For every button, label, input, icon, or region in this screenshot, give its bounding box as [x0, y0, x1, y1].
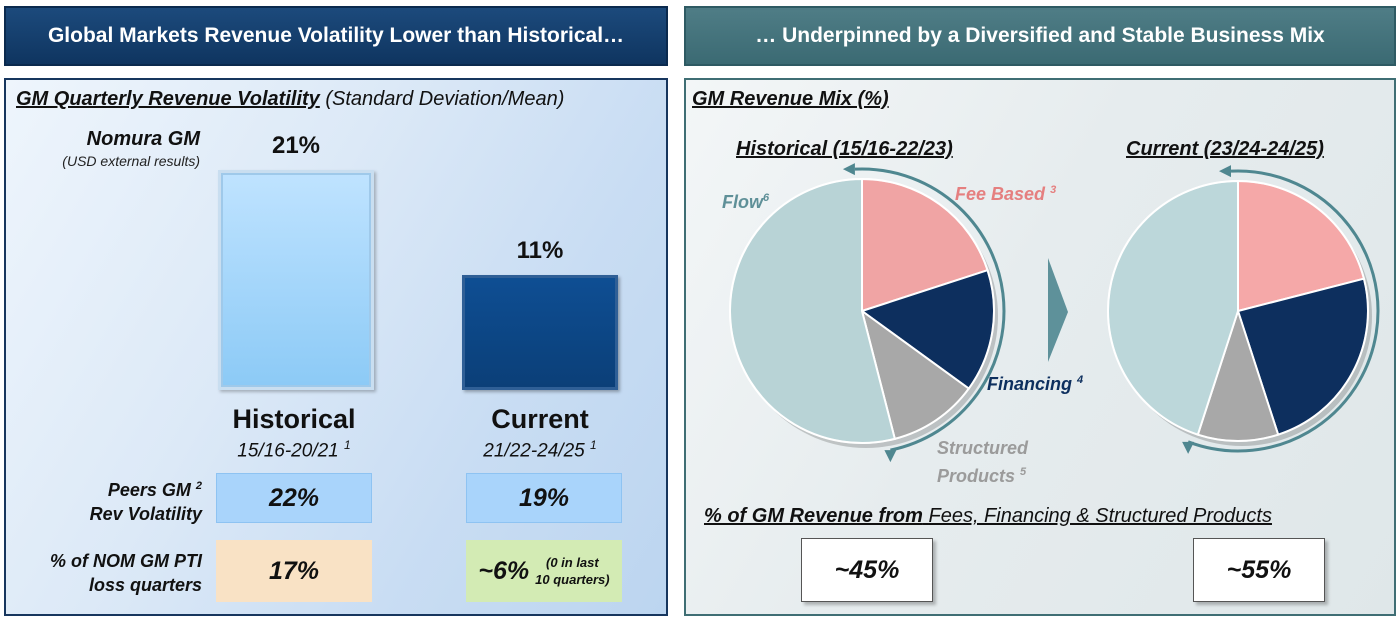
arrowhead-icon	[842, 163, 855, 176]
left-header: Global Markets Revenue Volatility Lower …	[4, 6, 668, 66]
loss-current-note: (0 in last 10 quarters)	[535, 554, 609, 588]
peers-label: Peers GM 2 Rev Volatility	[20, 474, 202, 526]
financing-label: Financing 4	[987, 374, 1083, 395]
loss-label-line2: loss quarters	[88, 575, 202, 595]
right-header-text: … Underpinned by a Diversified and Stabl…	[755, 24, 1325, 47]
peers-label-line2: Rev Volatility	[89, 504, 202, 524]
bar-current	[462, 274, 618, 390]
nomura-gm-sublabel: (USD external results)	[62, 153, 200, 169]
arrowhead-icon	[1182, 441, 1195, 454]
peers-current-value: 19%	[466, 473, 622, 523]
pie-curr-rim	[1107, 180, 1369, 442]
peers-label-line1: Peers GM	[107, 480, 191, 500]
current-period: 21/22-24/25 1	[460, 438, 620, 462]
nomura-gm-label: Nomura GM	[86, 128, 200, 150]
volatility-subtitle-note: (Standard Deviation/Mean)	[325, 88, 565, 110]
arrow-right-icon	[1048, 258, 1068, 362]
peers-historical-value: 22%	[216, 473, 372, 523]
pct-historical-value: ~45%	[801, 538, 933, 602]
arrowhead-icon	[1219, 165, 1232, 178]
fee-based-label-text: Fee Based	[955, 184, 1046, 204]
flow-label-text: Flow	[722, 192, 763, 212]
peers-footnote: 2	[195, 480, 202, 492]
pie-curr-share-arc	[1187, 169, 1380, 453]
current-label: Current	[491, 404, 589, 434]
historical-period-text: 15/16-20/21	[237, 440, 339, 462]
right-header: … Underpinned by a Diversified and Stabl…	[684, 6, 1396, 66]
pct-title-bold: % of GM Revenue from	[704, 505, 923, 527]
structured-footnote: 5	[1020, 466, 1027, 478]
loss-quarters-label: % of NOM GM PTI loss quarters	[14, 549, 202, 597]
historical-pie	[729, 163, 1006, 463]
current-period-text: 21/22-24/25	[483, 440, 585, 462]
left-header-text: Global Markets Revenue Volatility Lower …	[47, 24, 625, 47]
financing-footnote: 4	[1077, 374, 1084, 386]
structured-label-line1: Structured	[937, 438, 1029, 458]
structured-products-label: Structured Products 5	[937, 436, 1028, 488]
revenue-mix-subtitle: GM Revenue Mix (%)	[692, 88, 889, 110]
pie-hist-rim	[729, 178, 995, 444]
pct-current-value: ~55%	[1193, 538, 1325, 602]
arrowhead-icon	[884, 450, 897, 463]
historical-period: 15/16-20/21 1	[214, 438, 374, 462]
structured-label-line2: Products	[937, 466, 1016, 486]
loss-note-line1: (0 in last	[545, 555, 599, 570]
loss-label-line1: % of NOM GM PTI	[50, 551, 202, 571]
bar-label-historical: 21%	[271, 131, 321, 159]
current-footnote: 1	[590, 438, 597, 452]
pct-revenue-title: % of GM Revenue from Fees, Financing & S…	[704, 505, 1272, 528]
bar-historical	[218, 169, 374, 390]
pie-hist-share-arc	[854, 167, 1006, 452]
current-pie-title: Current (23/24-24/25)	[1126, 138, 1324, 160]
flow-footnote: 6	[763, 192, 770, 204]
fee-based-label: Fee Based 3	[955, 184, 1056, 205]
pct-title-rest: Fees, Financing & Structured Products	[928, 505, 1272, 527]
flow-label: Flow6	[722, 192, 769, 213]
bar-label-current: 11%	[516, 236, 564, 264]
historical-label: Historical	[232, 404, 356, 434]
loss-current-value: ~6%	[478, 556, 530, 585]
historical-footnote: 1	[344, 438, 351, 452]
financing-label-text: Financing	[987, 374, 1072, 394]
volatility-subtitle: GM Quarterly Revenue Volatility (Standar…	[16, 88, 564, 111]
loss-note-line2: 10 quarters)	[535, 572, 610, 587]
current-pie	[1107, 165, 1380, 454]
fee-based-footnote: 3	[1050, 184, 1057, 196]
loss-current-cell: ~6% (0 in last 10 quarters)	[466, 540, 622, 602]
historical-pie-title: Historical (15/16-22/23)	[736, 138, 953, 160]
volatility-subtitle-main: GM Quarterly Revenue Volatility	[16, 88, 320, 110]
loss-historical-value: 17%	[216, 540, 372, 602]
